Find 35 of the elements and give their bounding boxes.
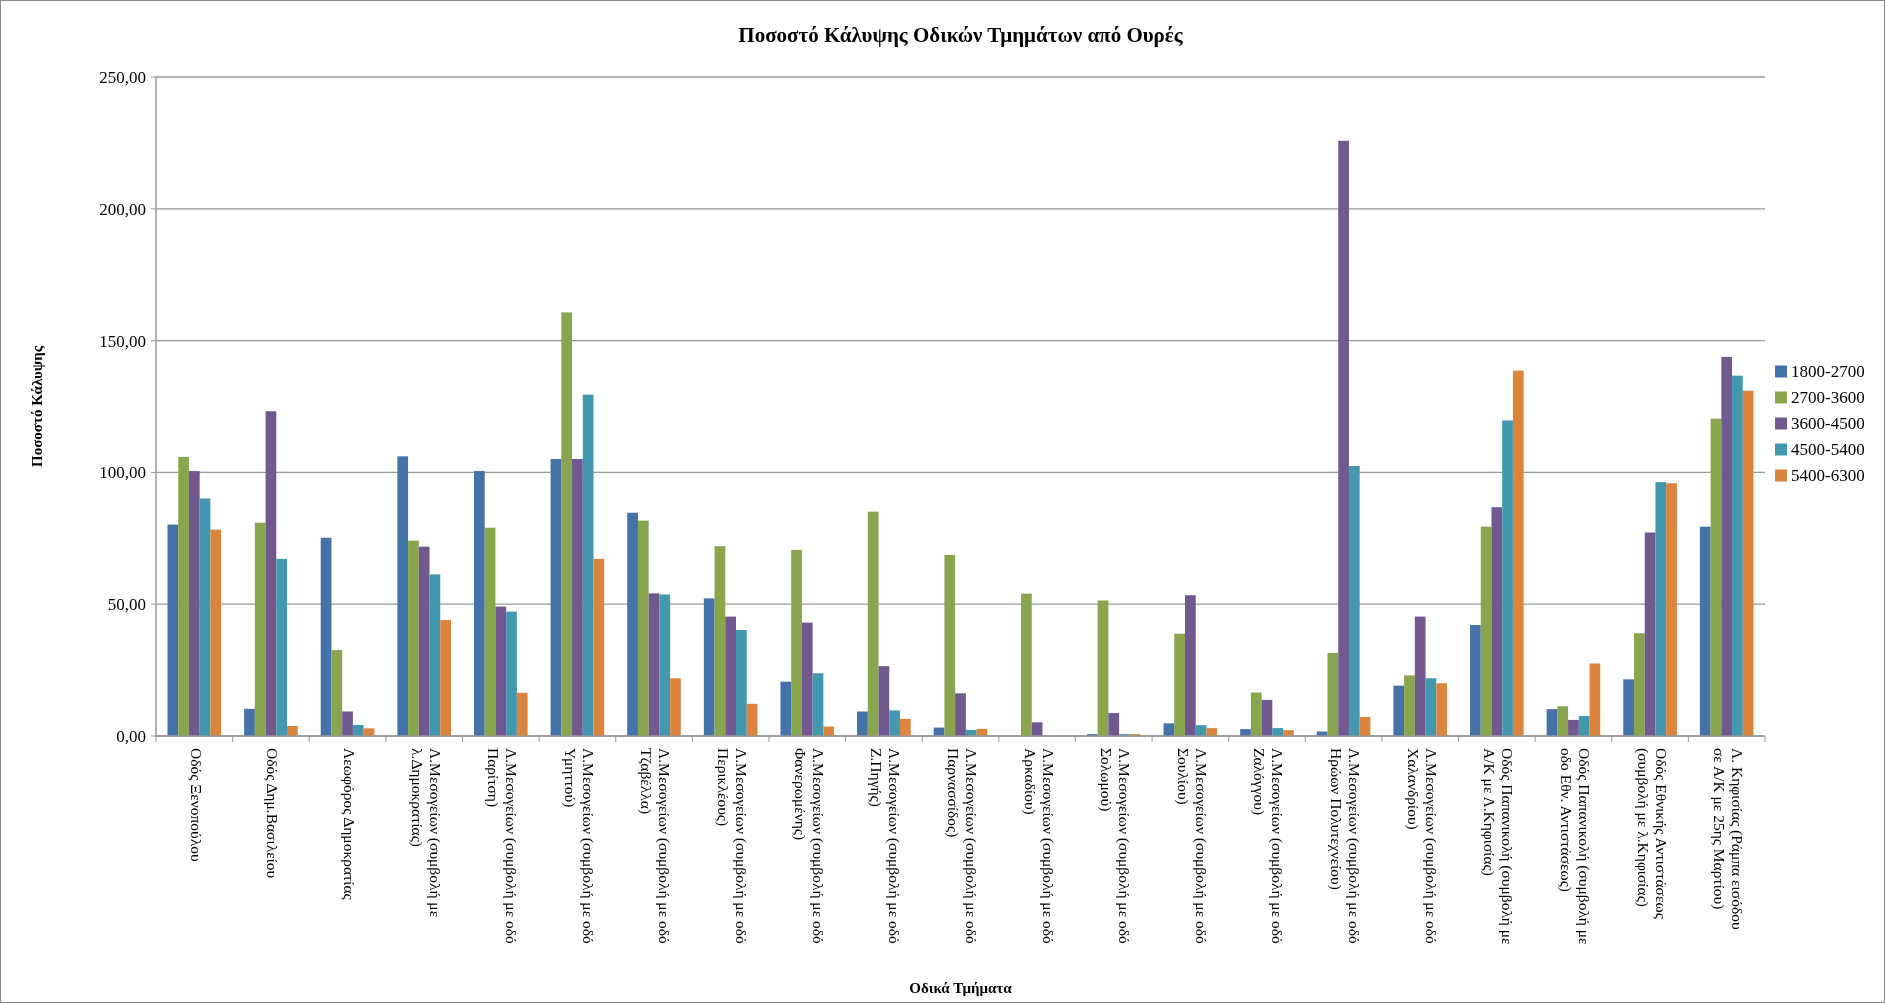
legend-label: 3600-4500 <box>1791 414 1865 434</box>
y-tick-label: 50,00 <box>107 595 146 615</box>
x-tick-label: Οδός Ξενοπούλου <box>187 748 205 863</box>
x-tick-label: Λεωφόρος Δημοκρατίας <box>340 748 358 900</box>
legend-label: 1800-2700 <box>1791 362 1865 382</box>
x-tick-label: Λ.Μεσογείων (συμβολή με οδό Υμηττού) <box>560 748 597 945</box>
x-tick-label: Οδός Παπανικολή (συμβολή με Α/Κ με Λ.Κηφισίας) <box>1480 748 1517 946</box>
legend-label: 2700-3600 <box>1791 388 1865 408</box>
x-tick-label: Λ.Μεσογείων (συμβολή με οδό Περικλέους) <box>714 748 751 945</box>
y-tick-label: 100,00 <box>99 463 146 483</box>
x-tick-label: Λ.Μεσογείων (συμβολή με οδό Αρκαδίου) <box>1020 748 1057 945</box>
x-tick-label: Λ.Μεσογείων (συμβολή με οδό Σολωμού) <box>1097 748 1134 945</box>
x-tick-label: Λ.Μεσογείων (συμβολή με οδό Χαλανδρίου) <box>1403 748 1440 945</box>
x-tick-label: Λ.Μεσογείων (συμβολή με οδό Φανερωμένης) <box>790 748 827 945</box>
y-tick-label: 250,00 <box>99 67 146 87</box>
x-tick-label: Λ.Μεσογείων (συμβολή με λ.Δημοκρατίας) <box>407 748 444 918</box>
x-tick-label: Λ.Μεσογείων (συμβολή με οδό Ζαλόγγου) <box>1250 748 1287 945</box>
x-axis-title: Οδικά Τμήματα <box>909 980 1013 996</box>
x-tick-label: Λ.Μεσογείων (συμβολή με οδό Παρίτση) <box>484 748 521 945</box>
x-tick-label: Λ.Μεσογείων (συμβολή με οδό Ζ.Πηγής) <box>867 748 904 945</box>
x-tick-label: Λ. Κηφισίας (Ράμπα εισόδου σε Α/Κ με 25ης Μαρτίου) <box>1710 748 1747 930</box>
x-tick-label: Λ.Μεσογείων (συμβολή με οδό Παρνασσίδος) <box>943 748 980 945</box>
y-tick-label: 0,00 <box>116 726 146 746</box>
legend-label: 5400-6300 <box>1791 466 1865 486</box>
x-tick-label: Οδός Παπανικολή (συμβολή με οδο Εθν. Αντιστάσεως) <box>1556 748 1593 946</box>
x-tick-label: Οδός Εθνικής Αντιστάσεως (συμβολή με λ.Κηφισίας) <box>1633 748 1670 919</box>
x-tick-label: Λ.Μεσογείων (συμβολή με οδό Τζαβέλλα) <box>637 748 674 945</box>
y-tick-label: 150,00 <box>99 331 146 351</box>
chart-title: Ποσοστό Κάλυψης Οδικών Τμημάτων από Ουρές <box>738 23 1184 47</box>
y-tick-label: 200,00 <box>99 199 146 219</box>
legend-label: 4500-5400 <box>1791 440 1865 460</box>
x-tick-label: Λ.Μεσογείων (συμβολή με οδό Σουλίου) <box>1173 748 1210 945</box>
x-tick-label: Οδός Δημ.Βασιλείου <box>264 748 282 879</box>
y-axis-title: Ποσοστό Κάλυψης <box>29 345 45 468</box>
x-tick-label: Λ.Μεσογείων (συμβολή με οδό Ηρώων Πολυτεχνείου) <box>1327 748 1364 945</box>
